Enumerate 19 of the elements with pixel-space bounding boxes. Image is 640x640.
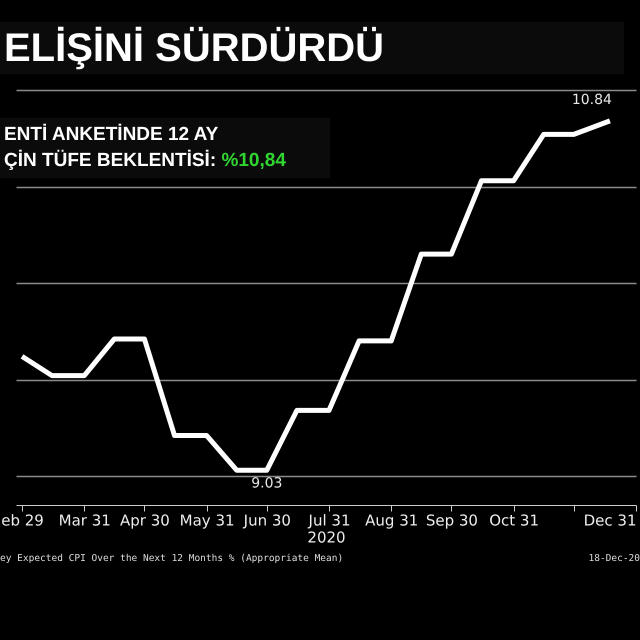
x-tick-label: Apr 30	[120, 512, 170, 530]
x-tick-label: eb 29	[1, 512, 44, 530]
text: 18-Dec-20	[588, 553, 640, 564]
x-tick-label: Dec 31	[584, 512, 636, 530]
text: ey Expected CPI Over the Next 12 Months % (Appropriate Mean)	[0, 553, 344, 564]
annotation: %10,84	[221, 150, 286, 171]
chart-title: ELİŞİNİ SÜRDÜRDÜ	[0, 22, 624, 74]
data-label: 10.84	[572, 92, 612, 108]
x-tick-label: Jun 30	[242, 512, 291, 530]
x-tick-label: Sep 30	[426, 512, 478, 530]
x-tick-label: Jul 31	[308, 512, 350, 530]
annotation: ENTİ ANKETİNDE 12 AY	[4, 122, 220, 147]
data-label: 9.03	[251, 475, 282, 492]
x-axis-title: 2020	[307, 528, 346, 546]
x-tick-label: May 31	[180, 512, 235, 530]
x-tick-label: Oct 31	[489, 512, 540, 530]
x-tick-label: Mar 31	[58, 512, 111, 530]
annotation: ÇİN TÜFE BEKLENTİSİ:	[4, 150, 216, 171]
x-tick-label: Aug 31	[365, 512, 418, 530]
